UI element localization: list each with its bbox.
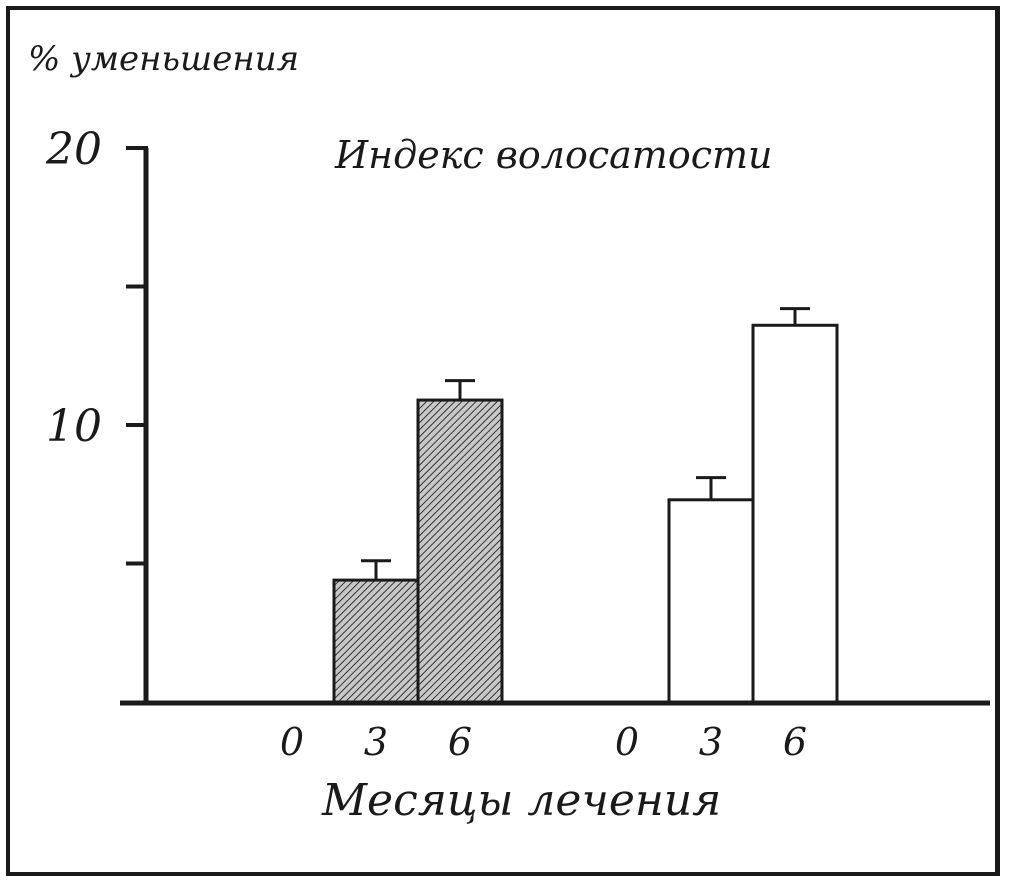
y-axis-label: % уменьшения	[28, 39, 299, 79]
chart-title: Индекс волосатости	[334, 133, 773, 177]
category-labels: 0 3 6 0 3 6	[280, 720, 807, 764]
bar	[416, 398, 504, 704]
y-tick-label: 20	[45, 124, 102, 175]
bar	[332, 578, 420, 704]
axes	[120, 148, 990, 706]
bars	[332, 307, 839, 704]
y-tick-label: 10	[46, 401, 102, 452]
bar	[751, 323, 839, 704]
category-label: 3	[699, 720, 723, 764]
category-label: 0	[280, 720, 304, 764]
figure-frame	[6, 6, 1000, 876]
category-label: 6	[448, 720, 472, 764]
bar	[667, 498, 755, 704]
category-label: 6	[783, 720, 807, 764]
x-axis-label: Месяцы лечения	[321, 775, 721, 826]
category-label: 0	[615, 720, 639, 764]
category-label: 3	[364, 720, 388, 764]
y-ticks: 10 20	[45, 124, 148, 566]
